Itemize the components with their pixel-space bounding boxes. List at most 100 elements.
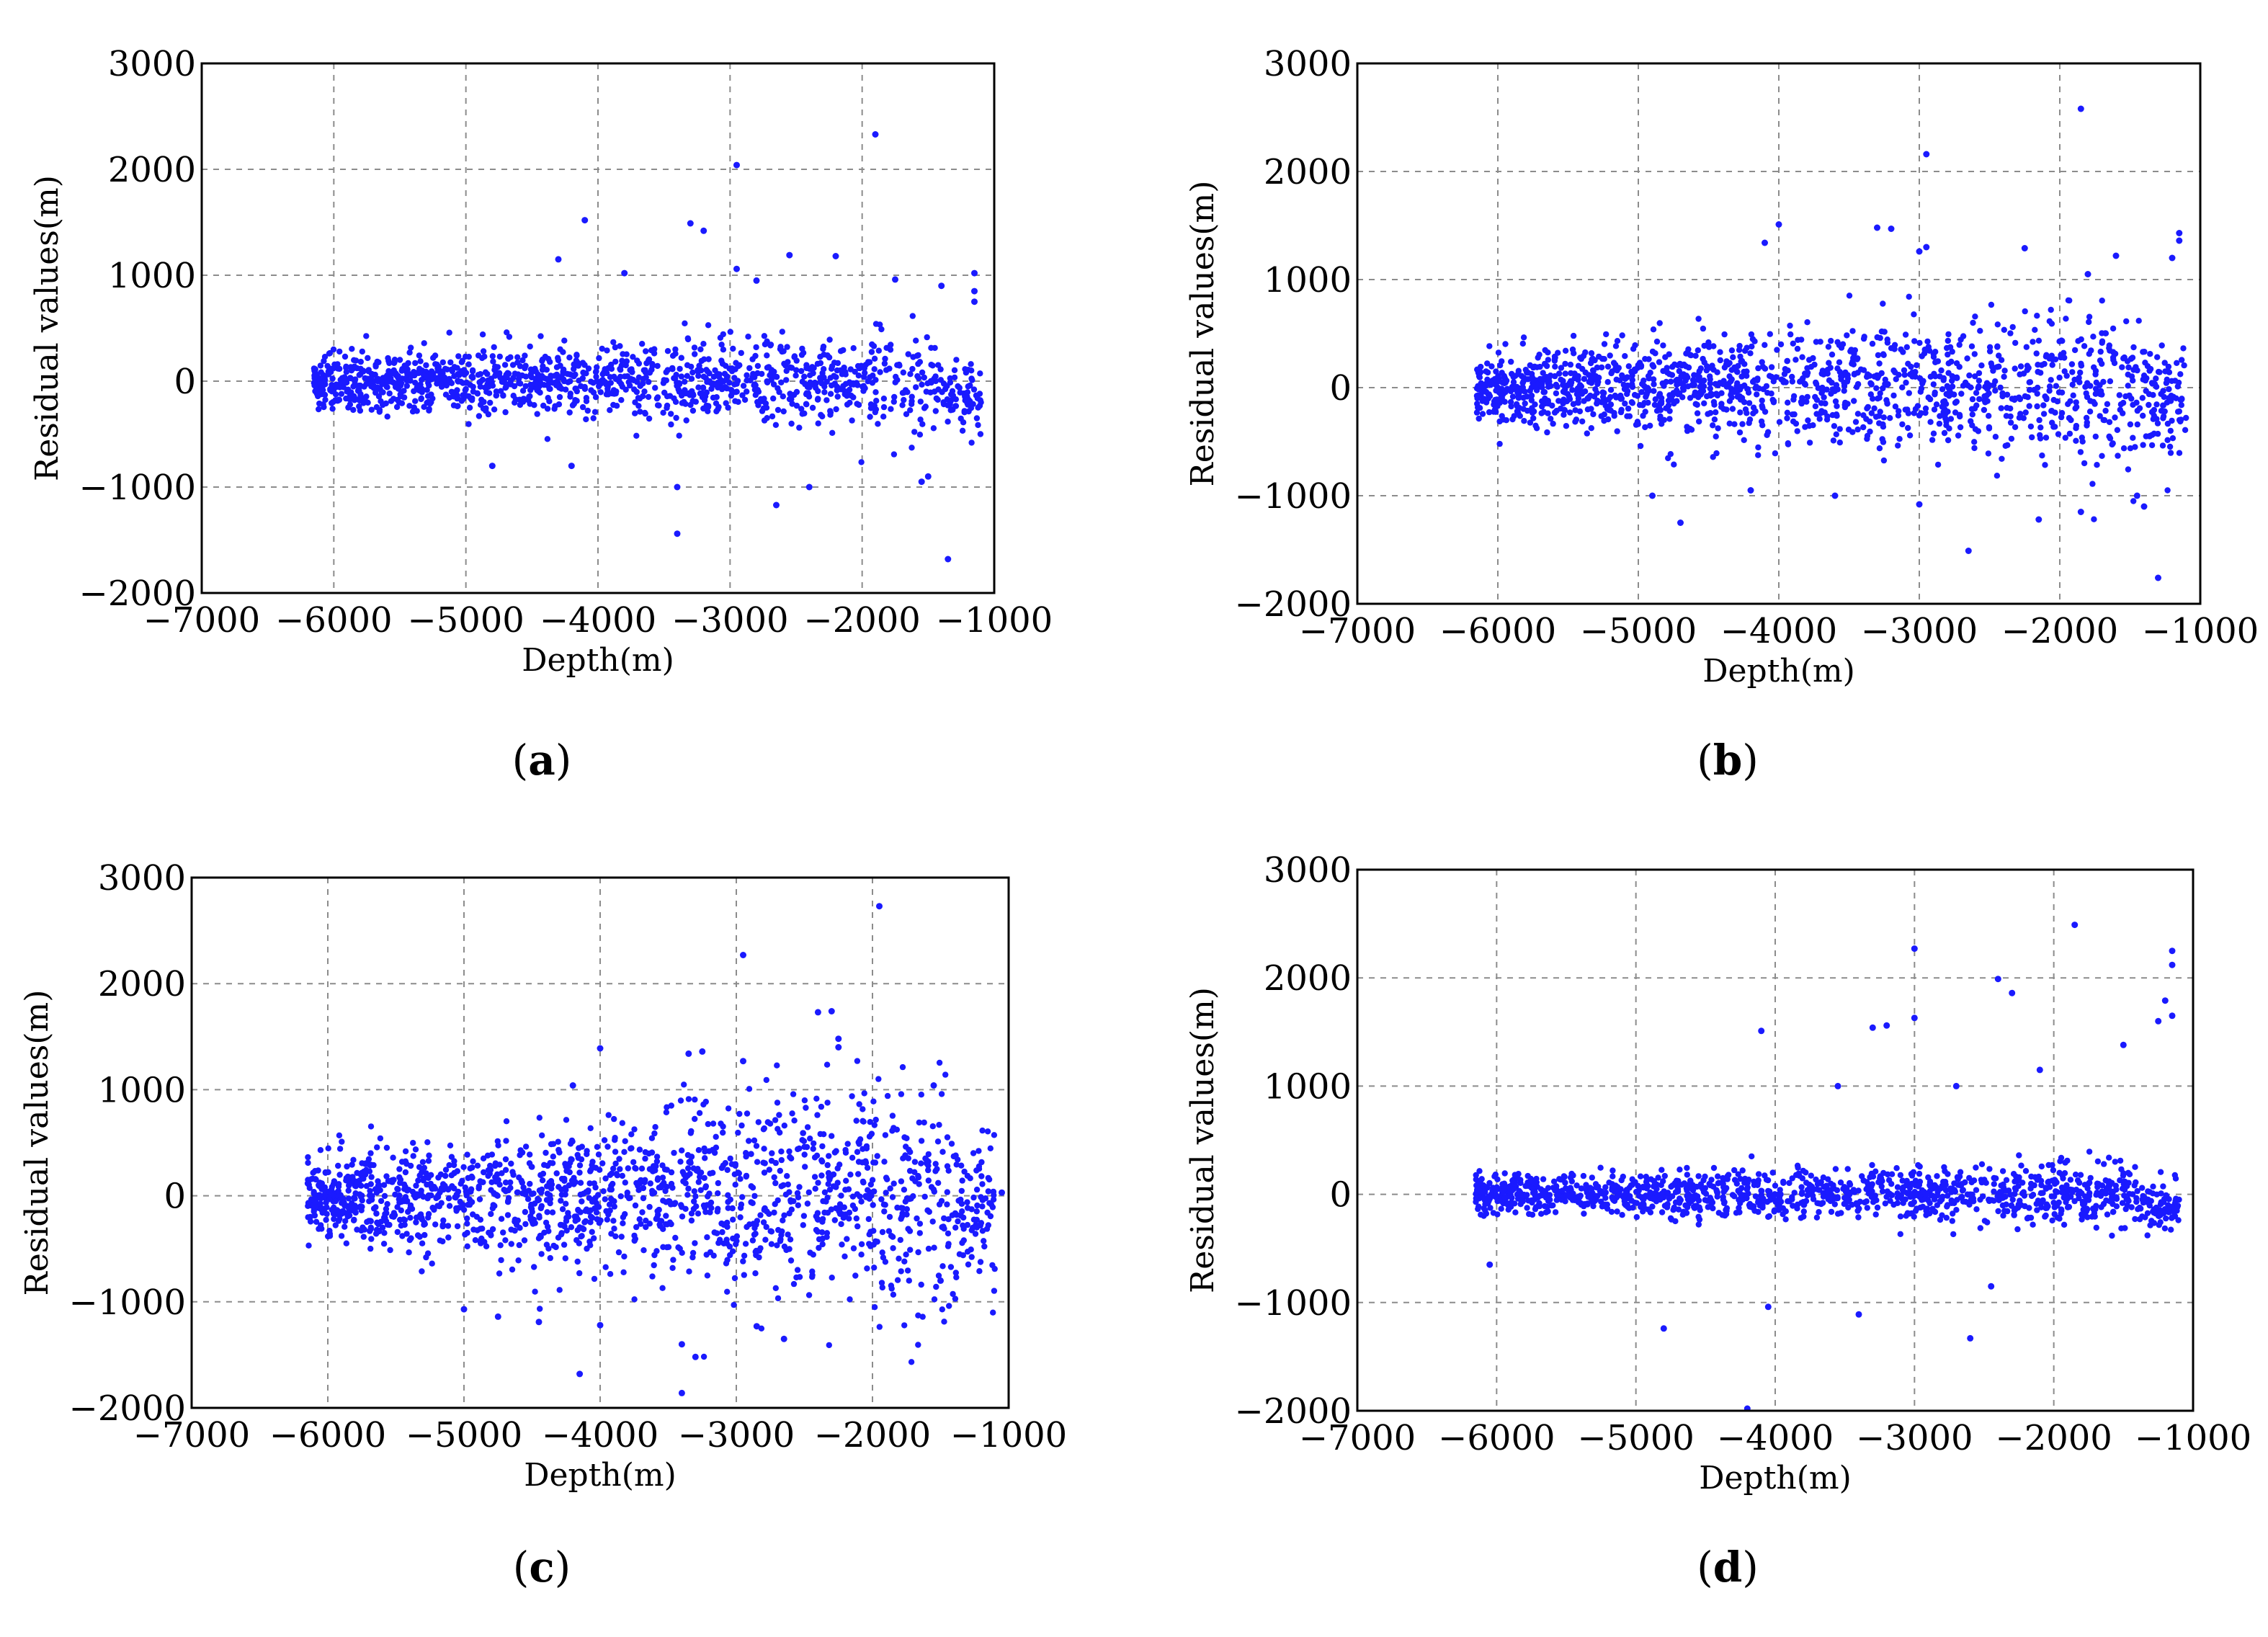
data-point	[446, 1161, 452, 1169]
data-point	[1880, 424, 1887, 430]
data-point	[831, 373, 837, 379]
data-point	[869, 380, 876, 386]
data-point	[1744, 410, 1750, 416]
data-point	[379, 1224, 386, 1231]
data-point	[1944, 383, 1950, 389]
data-point	[2084, 393, 2091, 401]
data-point	[649, 361, 656, 367]
data-point	[617, 373, 624, 380]
data-point	[1474, 401, 1481, 407]
data-point	[347, 401, 354, 408]
data-point	[345, 1187, 352, 1194]
data-point	[1781, 370, 1788, 378]
outlier-point	[597, 1045, 604, 1052]
data-point	[544, 1162, 551, 1169]
data-point	[826, 1342, 833, 1349]
data-point	[1824, 367, 1831, 373]
data-point	[346, 1174, 352, 1181]
outlier-point	[937, 1277, 944, 1284]
data-point	[682, 320, 688, 326]
data-point	[517, 380, 524, 387]
data-point	[2117, 401, 2125, 408]
outlier-point	[1762, 239, 1768, 246]
data-point	[666, 1219, 674, 1226]
data-point	[1764, 429, 1772, 435]
data-point	[1562, 347, 1569, 354]
data-point	[925, 1167, 932, 1174]
data-point	[1678, 373, 1684, 380]
data-point	[2001, 373, 2007, 380]
data-point	[1945, 360, 1952, 367]
data-point	[502, 1156, 509, 1163]
data-point	[365, 375, 371, 382]
data-point	[673, 414, 679, 421]
data-point	[815, 1179, 821, 1186]
data-point	[1495, 349, 1502, 356]
data-point	[755, 1119, 762, 1125]
data-point	[741, 396, 749, 403]
plot-frame	[200, 62, 996, 594]
data-point	[1887, 415, 1893, 421]
data-point	[789, 401, 795, 407]
data-point	[583, 398, 590, 404]
data-point	[1501, 373, 1507, 380]
data-point	[617, 343, 623, 349]
data-point	[973, 1186, 981, 1193]
data-point	[767, 372, 773, 378]
data-point	[911, 1159, 919, 1165]
data-point	[537, 333, 544, 339]
data-point	[357, 365, 364, 372]
data-point	[603, 1208, 610, 1215]
data-point	[1832, 398, 1839, 405]
outlier-point	[872, 131, 879, 138]
data-point	[377, 1135, 384, 1142]
data-point	[1911, 338, 1918, 344]
data-point	[824, 1099, 831, 1106]
data-point	[820, 1197, 826, 1205]
data-point	[305, 1159, 311, 1167]
data-point	[384, 1200, 390, 1208]
data-point	[1546, 374, 1553, 380]
data-point	[761, 417, 768, 424]
data-point	[654, 1177, 661, 1183]
data-point	[861, 1090, 867, 1097]
data-point	[398, 380, 405, 386]
data-point	[925, 1245, 932, 1252]
data-point	[770, 395, 777, 402]
data-point	[610, 1165, 617, 1172]
data-point	[631, 1296, 638, 1303]
data-point	[1497, 391, 1504, 397]
data-point	[887, 1185, 893, 1192]
data-point	[1502, 341, 1509, 347]
data-point	[432, 361, 439, 367]
data-point	[945, 1216, 952, 1223]
data-point	[305, 1242, 312, 1249]
y-tick-label: 2000	[108, 150, 196, 190]
data-point	[941, 1319, 947, 1325]
data-point	[965, 408, 972, 415]
data-point	[871, 355, 878, 362]
data-point	[425, 1174, 432, 1182]
data-point	[2116, 392, 2122, 398]
data-point	[630, 354, 636, 360]
data-point	[2073, 403, 2080, 410]
outlier-point	[780, 1335, 787, 1342]
data-point	[1782, 379, 1789, 385]
data-point	[1671, 461, 1677, 468]
data-point	[1656, 392, 1663, 399]
data-point	[842, 380, 849, 387]
data-point	[679, 1147, 685, 1154]
data-point	[1968, 343, 1975, 349]
data-point	[907, 1246, 914, 1253]
data-point	[1734, 393, 1741, 400]
data-point	[931, 1244, 937, 1251]
outlier-point	[687, 220, 694, 227]
data-point	[1607, 407, 1614, 414]
data-point	[1660, 342, 1666, 349]
data-point	[842, 1149, 849, 1156]
data-point	[677, 1159, 684, 1165]
outlier-point	[835, 1044, 842, 1051]
data-point	[567, 378, 573, 385]
data-point	[952, 1270, 960, 1276]
data-point	[408, 344, 414, 351]
